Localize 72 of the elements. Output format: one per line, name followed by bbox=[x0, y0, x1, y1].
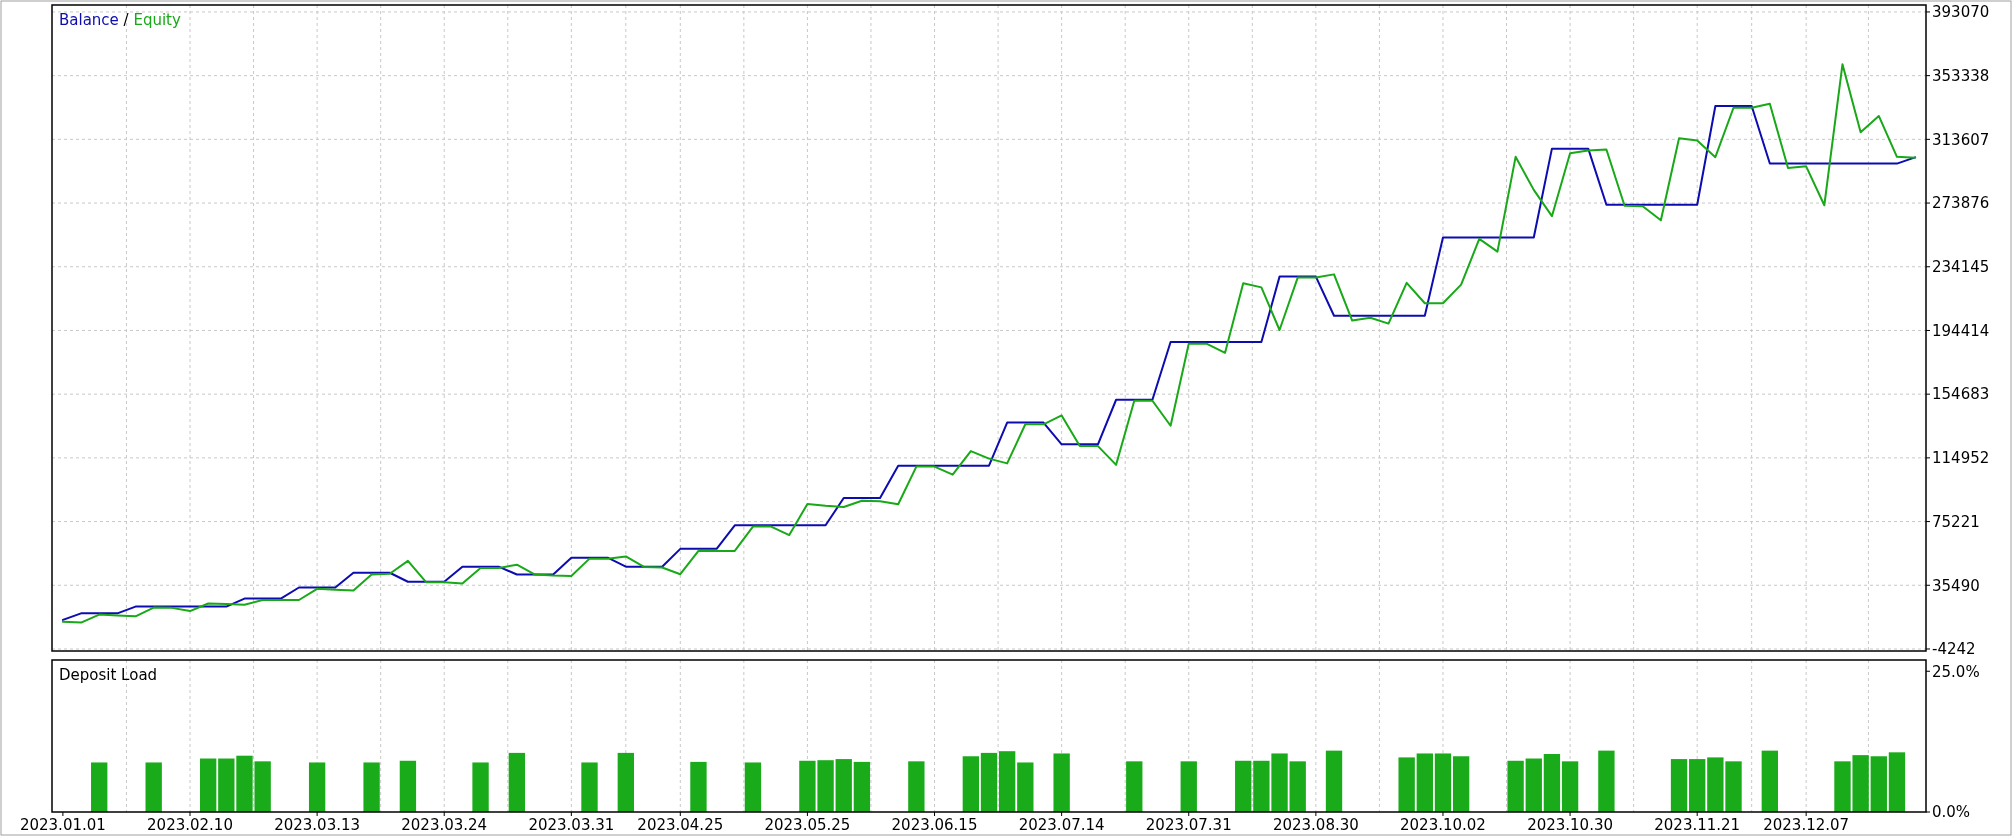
y-tick-label: 194414 bbox=[1932, 321, 1990, 340]
bar bbox=[399, 760, 417, 812]
y-tick-label: 313607 bbox=[1932, 130, 1990, 149]
bar bbox=[998, 751, 1016, 812]
bar bbox=[1761, 750, 1778, 812]
x-tick-label: 2023.04.25 bbox=[637, 816, 724, 834]
bar bbox=[1434, 753, 1452, 812]
x-tick-label: 2023.11.21 bbox=[1654, 816, 1741, 834]
y-tick-label: 35490 bbox=[1932, 576, 1980, 595]
y-tick-label: 114952 bbox=[1932, 449, 1990, 468]
bar bbox=[1598, 750, 1615, 812]
bar bbox=[472, 762, 489, 812]
y-tick-label: 393070 bbox=[1932, 3, 1990, 22]
bar bbox=[617, 752, 634, 812]
x-tick-label: 2023.05.25 bbox=[764, 816, 851, 834]
text: Balance bbox=[59, 11, 119, 29]
bar bbox=[218, 758, 235, 812]
x-tick-label: 2023.06.15 bbox=[891, 816, 978, 834]
bar bbox=[1507, 760, 1524, 812]
x-tick-label: 2023.07.31 bbox=[1145, 816, 1232, 834]
x-tick-label: 2023.03.24 bbox=[401, 816, 488, 834]
bar bbox=[744, 762, 762, 812]
y-tick-label: 75221 bbox=[1932, 512, 1980, 531]
bar bbox=[853, 761, 871, 812]
bar bbox=[1888, 752, 1906, 812]
bar bbox=[1180, 761, 1197, 812]
bar bbox=[835, 759, 852, 812]
x-tick-label: 2023.10.30 bbox=[1527, 816, 1614, 834]
chart-title: Deposit Load bbox=[59, 666, 158, 684]
x-tick-label: 2023.01.01 bbox=[19, 816, 106, 834]
y-tick-label: 353338 bbox=[1932, 66, 1990, 85]
bar bbox=[91, 762, 108, 812]
bar bbox=[200, 758, 217, 812]
bar bbox=[1525, 758, 1542, 812]
text: Equity bbox=[133, 11, 181, 29]
y-tick-label: -4242 bbox=[1932, 640, 1976, 659]
bar bbox=[581, 762, 598, 812]
bar bbox=[1689, 759, 1706, 812]
x-tick-label: 2023.03.31 bbox=[528, 816, 615, 834]
bar bbox=[1053, 753, 1070, 812]
bar bbox=[145, 762, 162, 812]
x-tick-label: 2023.02.10 bbox=[147, 816, 233, 834]
bar bbox=[1325, 750, 1343, 812]
bar bbox=[1416, 753, 1433, 812]
bar bbox=[1543, 754, 1561, 812]
y-tick-label: 234145 bbox=[1932, 258, 1990, 277]
bar bbox=[508, 752, 526, 812]
bar bbox=[1017, 762, 1034, 812]
bar bbox=[1126, 761, 1143, 812]
y-tick-label: 0.0% bbox=[1932, 803, 1971, 822]
bar bbox=[962, 756, 980, 812]
x-tick-label: 2023.10.02 bbox=[1400, 816, 1486, 834]
annotation: / bbox=[118, 11, 134, 29]
y-tick-label: 273876 bbox=[1932, 194, 1990, 213]
x-tick-label: 2023.03.13 bbox=[274, 816, 361, 834]
bar bbox=[1870, 756, 1887, 812]
bar bbox=[1235, 760, 1252, 812]
x-tick-label: 2023.08.30 bbox=[1272, 816, 1359, 834]
bar bbox=[908, 761, 925, 812]
bar bbox=[363, 762, 380, 812]
bar bbox=[1289, 761, 1306, 812]
x-tick-label: 2023.12.07 bbox=[1763, 816, 1850, 834]
bar bbox=[1670, 759, 1688, 812]
bar bbox=[1561, 761, 1579, 812]
x-tick-label: 2023.07.14 bbox=[1018, 816, 1105, 834]
bar bbox=[1452, 756, 1470, 812]
bar bbox=[980, 752, 998, 812]
bar bbox=[690, 761, 707, 812]
bar bbox=[1398, 757, 1415, 812]
bar bbox=[308, 762, 326, 812]
y-tick-label: 25.0% bbox=[1932, 662, 1980, 681]
y-tick-label: 154683 bbox=[1932, 385, 1990, 404]
